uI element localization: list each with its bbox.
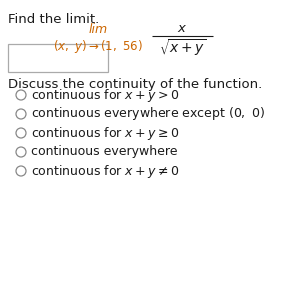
- Text: $x$: $x$: [177, 22, 188, 35]
- Text: continuous for $x + y \geq 0$: continuous for $x + y \geq 0$: [31, 124, 179, 141]
- Bar: [8, 44, 108, 72]
- Text: continuous for $x + y > 0$: continuous for $x + y > 0$: [31, 86, 179, 103]
- Text: continuous everywhere except $(0,\ 0)$: continuous everywhere except $(0,\ 0)$: [31, 105, 265, 122]
- Text: continuous everywhere: continuous everywhere: [31, 145, 178, 158]
- Text: Discuss the continuity of the function.: Discuss the continuity of the function.: [8, 78, 262, 91]
- Text: $(x,\ y) \to (1,\ 56)$: $(x,\ y) \to (1,\ 56)$: [53, 38, 143, 55]
- Text: $\sqrt{x+y}$: $\sqrt{x+y}$: [159, 37, 206, 58]
- Text: Find the limit.: Find the limit.: [8, 13, 99, 26]
- Text: continuous for $x + y \neq 0$: continuous for $x + y \neq 0$: [31, 162, 179, 179]
- Text: lim: lim: [89, 23, 108, 36]
